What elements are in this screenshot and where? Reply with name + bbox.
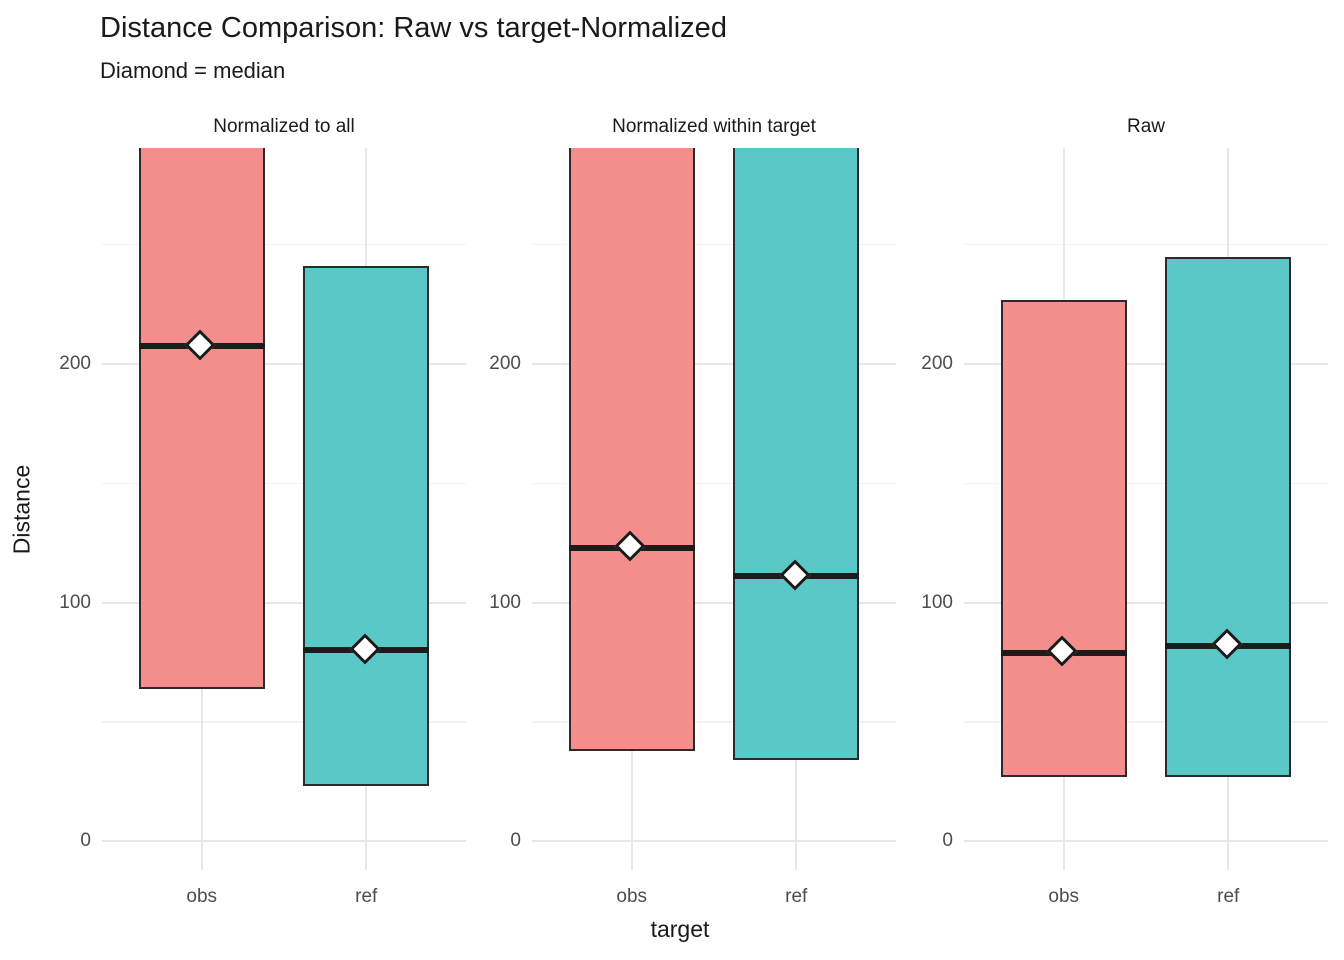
major-gridline [964, 601, 1328, 604]
y-tick-label: 100 [59, 591, 91, 613]
range-bar-ref [1165, 256, 1292, 777]
minor-gridline [102, 243, 466, 246]
x-tick-label: obs [186, 886, 218, 907]
chart-subtitle: Diamond = median [100, 58, 286, 83]
facet-title: Raw [1126, 116, 1165, 137]
facet-panel [532, 148, 896, 870]
x-tick-label: ref [355, 886, 378, 907]
chart-title: Distance Comparison: Raw vs target-Norma… [100, 12, 727, 44]
range-bar-obs [1000, 299, 1127, 777]
y-axis-title: Distance [8, 464, 35, 555]
major-gridline [532, 840, 896, 843]
x-tick-label: ref [1217, 886, 1240, 907]
y-tick-label: 0 [510, 830, 521, 852]
y-tick-label: 0 [942, 830, 953, 852]
minor-gridline [964, 721, 1328, 723]
facet-title: Normalized to all [213, 116, 355, 137]
y-tick-label: 100 [921, 591, 953, 613]
major-gridline [964, 363, 1328, 365]
minor-gridline [964, 482, 1328, 485]
range-bar-ref [733, 148, 860, 761]
minor-gridline [964, 243, 1328, 246]
x-axis-title: target [650, 916, 710, 942]
major-gridline [532, 363, 896, 365]
range-bar-ref [303, 266, 430, 787]
minor-gridline [102, 721, 466, 723]
minor-gridline [532, 721, 896, 723]
minor-gridline [102, 482, 466, 485]
x-tick-label: ref [785, 886, 808, 907]
major-gridline [102, 840, 466, 843]
major-gridline [532, 601, 896, 604]
minor-gridline [532, 482, 896, 485]
major-gridline [102, 363, 466, 365]
facet-panel [964, 148, 1328, 870]
x-tick-label: obs [1048, 886, 1080, 907]
facet-panel [102, 148, 466, 870]
major-gridline [102, 601, 466, 604]
y-tick-label: 100 [489, 591, 521, 613]
y-tick-label: 200 [921, 353, 953, 374]
range-bar-obs [138, 148, 265, 689]
x-tick-label: obs [616, 886, 648, 907]
y-tick-label: 0 [80, 830, 91, 852]
major-gridline [964, 840, 1328, 843]
y-tick-label: 200 [59, 353, 91, 374]
y-tick-label: 200 [489, 353, 521, 374]
range-bar-obs [568, 148, 695, 751]
facet-title: Normalized within target [612, 116, 816, 137]
minor-gridline [532, 243, 896, 246]
